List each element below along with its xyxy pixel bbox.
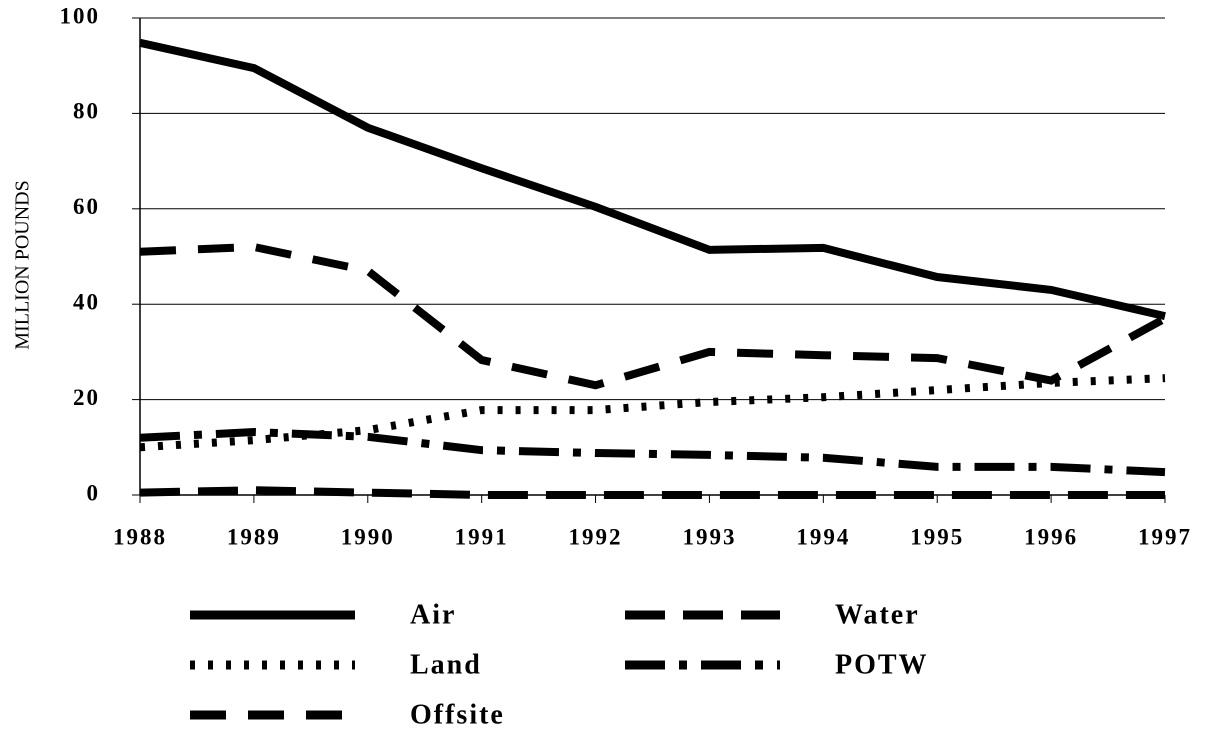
x-tick-label: 1997	[1138, 524, 1192, 549]
y-tick-label: 20	[73, 385, 100, 410]
x-tick-label: 1993	[682, 524, 736, 549]
y-tick-label: 80	[73, 99, 100, 124]
legend-label: Water	[835, 599, 920, 630]
x-tick-label: 1995	[910, 524, 964, 549]
x-tick-label: 1992	[569, 524, 623, 549]
x-tick-label: 1991	[455, 524, 509, 549]
y-tick-label: 40	[73, 289, 100, 314]
x-tick-label: 1990	[341, 524, 395, 549]
legend-label: Land	[410, 649, 482, 680]
series-line	[139, 428, 1166, 477]
series-line	[139, 38, 1166, 321]
x-tick-label: 1989	[227, 524, 281, 549]
legend-label: Air	[410, 599, 456, 630]
legend-label: Offsite	[410, 699, 505, 730]
x-tick-label: 1994	[796, 524, 850, 549]
y-axis-label: MILLION POUNDS	[12, 180, 34, 349]
x-tick-label: 1996	[1024, 524, 1078, 549]
y-tick-label: 100	[60, 3, 101, 28]
legend-label: POTW	[835, 649, 929, 680]
y-tick-label: 0	[87, 480, 101, 505]
y-tick-label: 60	[73, 194, 100, 219]
x-tick-label: 1988	[113, 524, 167, 549]
series-line	[139, 242, 1167, 390]
